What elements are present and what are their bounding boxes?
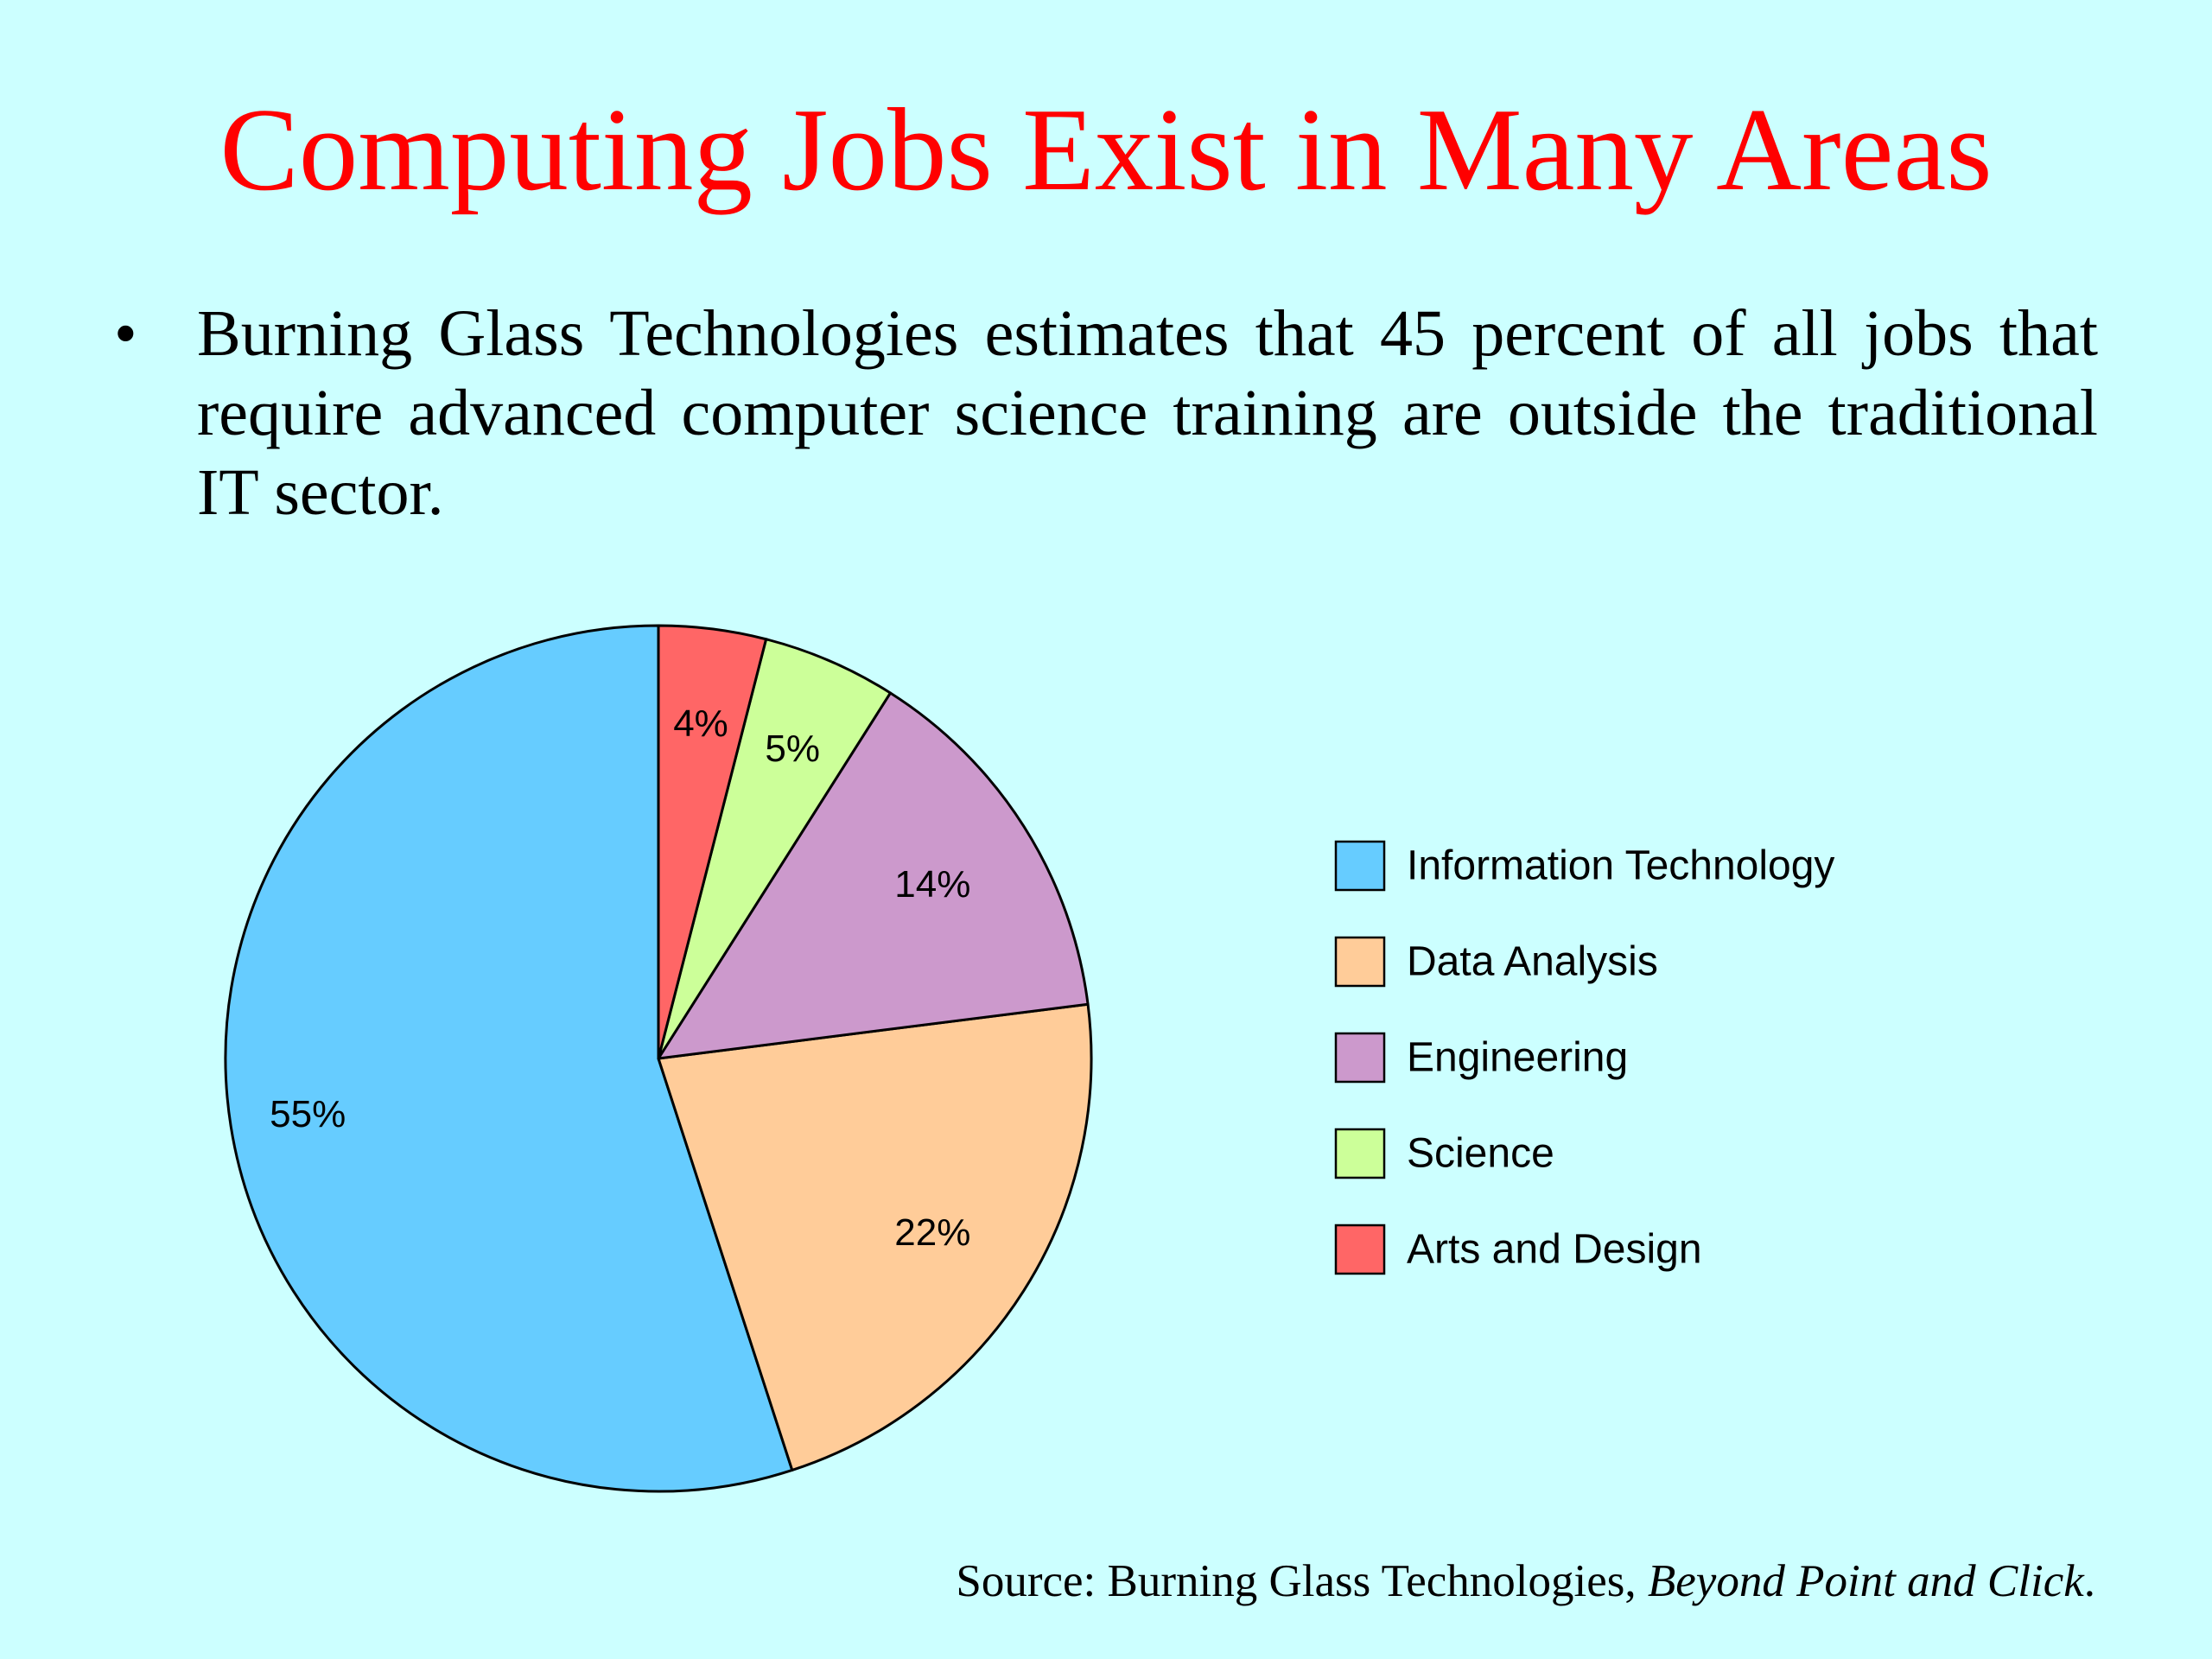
legend-swatch-information-technology (1334, 840, 1386, 892)
pie-slice-arts-and-design (657, 624, 768, 1060)
legend-swatch-science (1334, 1128, 1386, 1179)
source-suffix: . (2083, 1556, 2095, 1606)
legend-label-engineering: Engineering (1407, 1035, 1628, 1081)
bullet-symbol: • (114, 297, 137, 370)
pie-labels: 55% 22% 14% 5% 4% (270, 702, 970, 1254)
pie-slice-science (657, 638, 892, 1060)
bullet-text: Burning Glass Technologies estimates tha… (197, 297, 2098, 529)
slice-label-arts-and-design: 4% (673, 702, 728, 745)
source-title: Beyond Point and Click (1647, 1556, 2084, 1606)
source-note: Source: Burning Glass Technologies, Beyo… (956, 1555, 2095, 1607)
pie-slice-data-analysis (657, 1002, 1093, 1471)
slice-label-data-analysis: 22% (894, 1211, 970, 1254)
legend-swatch-arts-and-design (1334, 1224, 1386, 1275)
slide-title: Computing Jobs Exist in Many Areas (219, 84, 1993, 215)
pie-slice-information-technology (224, 624, 794, 1493)
legend-label-arts-and-design: Arts and Design (1407, 1227, 1702, 1273)
legend-swatch-data-analysis (1334, 936, 1386, 988)
source-prefix: Source: Burning Glass Technologies, (956, 1556, 1648, 1606)
bullet-point: • Burning Glass Technologies estimates t… (114, 294, 2098, 532)
legend-label-information-technology: Information Technology (1407, 843, 1834, 889)
legend-label-science: Science (1407, 1131, 1554, 1177)
slice-label-engineering: 14% (894, 863, 970, 906)
slice-label-information-technology: 55% (270, 1093, 346, 1135)
legend: Information Technology Data Analysis Engin… (1334, 840, 1834, 1275)
slice-label-science: 5% (765, 728, 820, 770)
legend-swatch-engineering (1334, 1032, 1386, 1084)
pie-slice-engineering (657, 691, 1090, 1060)
legend-label-data-analysis: Data Analysis (1407, 939, 1658, 985)
pie-slices (224, 624, 1093, 1493)
